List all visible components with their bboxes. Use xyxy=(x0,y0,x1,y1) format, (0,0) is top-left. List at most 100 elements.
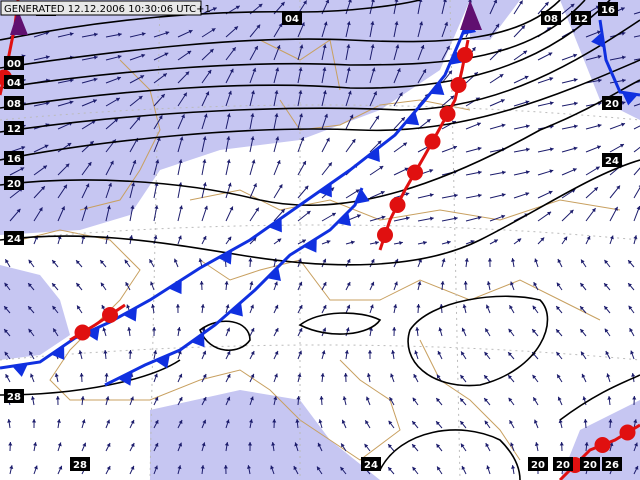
arrow-head xyxy=(525,100,530,105)
arrow-head xyxy=(346,21,351,26)
arrow-head xyxy=(30,396,35,400)
label-box xyxy=(528,457,548,471)
wind-arrow xyxy=(633,103,640,107)
arrow-head xyxy=(298,281,303,286)
arrow-head xyxy=(91,120,96,125)
arrow-head xyxy=(580,329,585,333)
arrow-head xyxy=(580,351,585,356)
arrow-head xyxy=(523,50,528,55)
occlusion xyxy=(10,10,28,35)
arrow-head xyxy=(31,419,37,423)
arrow-head xyxy=(106,466,111,471)
arrow-head xyxy=(346,258,351,263)
arrow-head xyxy=(346,282,351,287)
arrow-head xyxy=(158,115,163,120)
arrow-head xyxy=(274,350,279,355)
arrow-head xyxy=(322,67,327,72)
arrow-head xyxy=(250,327,255,332)
arrow-head xyxy=(324,113,329,118)
arrow-head xyxy=(5,374,10,379)
arrow-head xyxy=(178,159,183,164)
arrow-head xyxy=(347,90,352,95)
arrow-head xyxy=(274,373,278,378)
arrow-head xyxy=(392,327,397,331)
arrow-head xyxy=(621,31,626,36)
arrow-head xyxy=(249,396,254,401)
arrow-head xyxy=(93,77,98,82)
arrow-head xyxy=(202,159,207,164)
arrow-head xyxy=(276,160,281,165)
arrow-head xyxy=(461,351,465,356)
arrow-head xyxy=(581,259,585,264)
arrow-head xyxy=(28,283,32,288)
arrow-head xyxy=(609,235,614,240)
arrow-head xyxy=(141,32,146,37)
arrow-head xyxy=(636,206,640,210)
arrow-head xyxy=(63,184,67,189)
isobar-label: 08 xyxy=(544,14,558,25)
arrow-head xyxy=(328,162,332,167)
arrow-head xyxy=(322,327,327,332)
arrow-head xyxy=(370,281,375,286)
isobar-label: 04 xyxy=(7,78,21,89)
arrow-head xyxy=(508,375,512,380)
arrow-head xyxy=(130,465,135,470)
arrow-head xyxy=(299,44,304,49)
arrow-head xyxy=(52,260,57,265)
arrow-head xyxy=(370,259,375,264)
arrow-head xyxy=(234,26,238,31)
arrow-head xyxy=(258,3,263,8)
arrow-head xyxy=(154,442,159,447)
arrow-head xyxy=(322,258,327,263)
wind-arrow xyxy=(633,35,640,38)
arrow-head xyxy=(440,281,445,285)
arrow-head xyxy=(442,0,447,3)
arrow-head xyxy=(347,0,352,3)
arrow-head xyxy=(534,442,539,446)
arrow-head xyxy=(106,419,111,424)
arrow-head xyxy=(604,283,608,288)
arrow-head xyxy=(477,146,482,151)
arrow-head xyxy=(177,350,182,355)
arrow-head xyxy=(255,207,259,212)
arrow-head xyxy=(274,304,279,309)
arrow-head xyxy=(117,76,121,81)
arrow-head xyxy=(226,350,231,355)
isobar-label: 08 xyxy=(7,99,21,110)
arrow-head xyxy=(501,214,506,219)
arrow-head xyxy=(28,306,32,311)
label-box xyxy=(4,96,24,110)
arrow-head xyxy=(533,397,537,402)
front-triangle xyxy=(303,238,317,253)
arrow-head xyxy=(16,208,21,213)
arrow-head xyxy=(388,467,392,472)
arrow-head xyxy=(226,159,231,164)
arrow-head xyxy=(486,465,491,470)
arrow-head xyxy=(150,304,156,308)
arrow-head xyxy=(250,113,255,118)
arrow-head xyxy=(105,396,110,401)
arrow-head xyxy=(176,327,181,331)
arrow-head xyxy=(373,91,377,96)
arrow-head xyxy=(247,442,253,446)
arrow-head xyxy=(202,136,207,141)
arrow-head xyxy=(344,350,349,354)
arrow-head xyxy=(294,442,299,447)
arrow-head xyxy=(436,443,441,448)
arrow-head xyxy=(548,190,553,195)
arrow-head xyxy=(548,52,553,57)
arrow-head xyxy=(106,442,111,447)
front-triangle xyxy=(430,81,445,95)
arrow-head xyxy=(532,305,537,310)
arrow-head xyxy=(484,420,489,425)
arrow-head xyxy=(101,304,106,309)
arrow-head xyxy=(254,45,258,50)
arrow-head xyxy=(621,55,626,60)
arrow-head xyxy=(320,373,325,377)
arrow-head xyxy=(106,205,111,210)
arrow-head xyxy=(138,95,143,100)
arrow-head xyxy=(298,350,303,355)
arrow-head xyxy=(510,442,514,447)
arrow-head xyxy=(322,90,327,95)
arrow-head xyxy=(519,0,523,5)
